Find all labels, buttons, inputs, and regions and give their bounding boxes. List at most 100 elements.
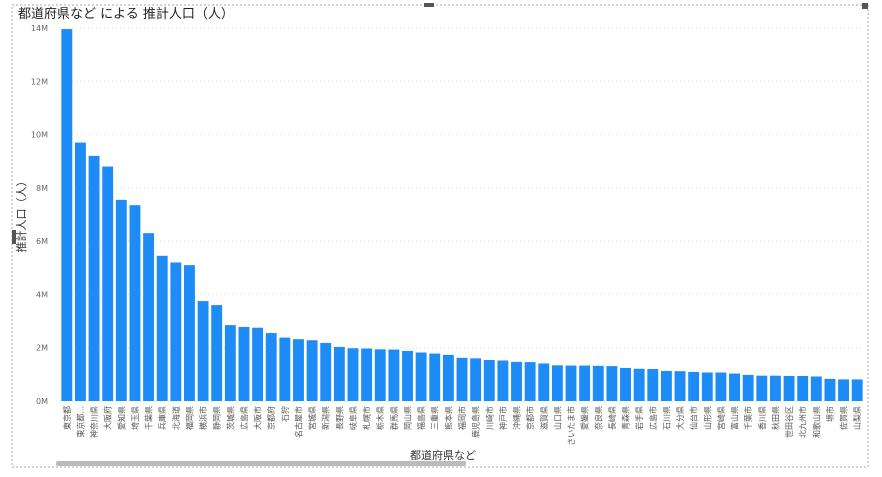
x-tick-label: 岡山県 [402,406,412,430]
handle [12,230,16,244]
x-tick-label: 石狩 [280,406,290,422]
bar [293,339,304,401]
bar [483,359,495,401]
bar [579,365,591,401]
x-tick-label: 新潟県 [321,406,331,430]
bar [810,376,822,401]
x-tick-label: 千葉県 [144,406,154,430]
x-tick-label: 札幌市 [362,406,372,430]
x-tick-label: 岐阜県 [348,406,358,430]
bar [742,374,754,401]
bar [592,365,604,401]
bar [102,166,114,401]
bar [633,368,645,401]
bar [184,265,195,401]
x-tick-label: 名古屋市 [293,406,303,438]
x-tick-label: 山口県 [552,406,562,430]
y-tick-label: 8M [36,184,48,193]
handle [862,3,868,9]
bar [306,340,318,401]
y-tick-label: 2M [36,344,48,353]
x-tick-label: 沖縄県 [512,406,522,430]
y-tick-label: 6M [36,237,48,246]
bar [797,375,809,401]
bar [374,349,386,401]
bar [88,155,100,401]
bar [129,205,141,401]
x-tick-label: 神奈川県 [89,406,99,438]
x-tick-label: 茨城県 [225,406,235,430]
bar [838,379,850,401]
x-axis-label: 都道府県など [410,448,476,462]
x-tick-label: 埼玉県 [130,406,140,430]
bar [470,358,482,401]
x-tick-label: 北九州市 [798,406,808,438]
bar [170,262,182,401]
bar [197,301,209,401]
bar [660,370,672,401]
x-tick-label: 北海道 [171,406,181,430]
bar [429,353,441,401]
x-tick-label: 青森県 [621,406,631,430]
bar [674,371,686,401]
x-tick-label: 長崎県 [607,406,617,430]
x-tick-label: 東京都 [62,406,72,430]
bar [606,366,618,401]
x-tick-label: 岩手県 [634,406,644,430]
x-tick-label: 群馬県 [389,406,399,430]
x-tick-label: 大分県 [675,406,685,430]
x-tick-label: 山梨県 [852,406,862,430]
bar [538,363,550,401]
bar [851,379,863,401]
x-tick-label: 横浜市 [198,406,208,430]
bar [565,365,577,401]
x-tick-label: 鹿児島県 [471,406,481,438]
x-tick-label: 静岡県 [212,406,222,430]
x-tick-label: 秋田県 [770,406,780,430]
y-tick-label: 0M [36,397,48,406]
bar [143,233,155,401]
bar [769,375,781,401]
scrollbar[interactable] [56,461,466,466]
x-tick-label: 三重県 [430,406,440,430]
y-tick-label: 14M [31,24,48,33]
bar [729,373,740,401]
bar [238,326,250,401]
x-tick-label: 福岡市 [457,406,467,430]
x-tick-label: 世田谷区 [784,406,794,438]
bar [524,362,536,401]
bar [74,142,86,402]
bar [279,337,291,401]
bar [265,333,277,401]
x-tick-label: 広島県 [239,406,249,430]
x-tick-label: 堺市 [825,406,835,422]
x-tick-label: 東京都... [75,406,85,438]
bar [456,357,468,401]
x-tick-label: 栃木県 [375,406,385,430]
bar [347,348,359,401]
x-tick-label: 大阪府 [103,406,113,430]
bar [361,348,373,401]
bar [115,199,127,401]
bar [647,369,659,401]
x-tick-label: 熊本県 [443,406,453,430]
y-tick-label: 4M [36,290,48,299]
chart-title: 都道府県など による 推計人口（人） [18,6,234,22]
y-tick-label: 10M [31,131,48,140]
y-axis-label: 推計人口（人） [14,176,28,253]
x-tick-label: 石川県 [662,406,671,430]
x-tick-label: さいたま市 [566,406,576,446]
x-tick-label: 京都府 [266,406,276,430]
bar [402,350,413,401]
bar [756,375,768,401]
x-tick-label: 愛知県 [116,406,126,430]
bar [388,349,400,401]
x-tick-label: 仙台市 [689,406,699,430]
bar [551,365,563,401]
x-tick-label: 山形県 [702,406,712,430]
bar [224,325,236,401]
x-tick-label: 宮崎県 [716,406,726,430]
bar [61,29,73,402]
bar [252,327,264,401]
